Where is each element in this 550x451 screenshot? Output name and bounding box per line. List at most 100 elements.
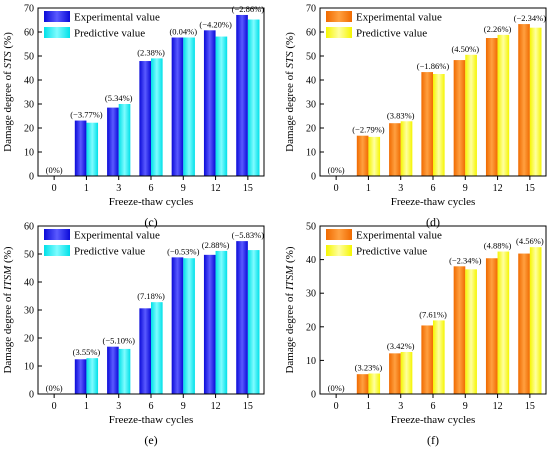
data-label: (−2.86%) xyxy=(232,4,265,14)
bar-experimental-1 xyxy=(356,135,369,176)
bar-experimental-12 xyxy=(203,30,216,176)
legend: Experimental value Predictive value xyxy=(44,11,160,40)
x-tick-label: 1 xyxy=(84,401,89,412)
bar-predictive-6 xyxy=(433,320,445,394)
legend: Experimental value Predictive value xyxy=(44,229,160,258)
x-tick-label: 12 xyxy=(493,183,503,194)
y-tick-label: 10 xyxy=(306,356,316,367)
x-tick-label: 1 xyxy=(366,183,371,194)
y-tick-label: 40 xyxy=(24,76,34,87)
x-axis-label: Freeze-thaw cycles xyxy=(391,414,476,426)
y-tick-label: 10 xyxy=(24,362,34,373)
chart-panel-4: (0%) (3.23%) (3.42%) (7.61%) (−2.34%)(4.88%)… xyxy=(284,222,547,447)
bar-experimental-6 xyxy=(421,325,433,394)
bar-experimental-3 xyxy=(107,107,119,176)
x-tick-label: 9 xyxy=(463,401,468,412)
bar-experimental-12 xyxy=(203,254,216,394)
data-label: (0%) xyxy=(328,165,345,175)
legend-swatch xyxy=(44,245,70,256)
data-label: (3.23%) xyxy=(355,363,383,373)
x-tick-label: 6 xyxy=(149,401,154,412)
x-tick-label: 3 xyxy=(116,183,121,194)
bar-predictive-15 xyxy=(247,19,260,176)
x-tick-label: 6 xyxy=(149,183,154,194)
panel-label: (d) xyxy=(426,215,440,229)
data-label: (2.38%) xyxy=(137,47,165,57)
y-tick-label: 70 xyxy=(306,4,316,15)
x-axis-label: Freeze-thaw cycles xyxy=(109,196,194,208)
bar-experimental-3 xyxy=(107,346,119,394)
x-tick-label: 0 xyxy=(334,183,339,194)
x-tick-label: 3 xyxy=(398,401,403,412)
bar-predictive-12 xyxy=(497,251,510,394)
x-tick-label: 6 xyxy=(431,401,436,412)
chart-panel-1: (0%) (−3.77%)(5.34%) (2.38%) (0.04%)(−4.20%… xyxy=(2,4,265,229)
bar-experimental-9 xyxy=(453,60,466,176)
bar-predictive-1 xyxy=(368,373,381,394)
bar-predictive-3 xyxy=(400,352,413,394)
data-label: (4.50%) xyxy=(451,44,479,54)
legend-swatch xyxy=(326,245,352,256)
x-tick-label: 6 xyxy=(431,183,436,194)
x-tick-label: 12 xyxy=(493,401,503,412)
data-label: (7.61%) xyxy=(419,309,447,319)
bar-predictive-9 xyxy=(465,54,477,176)
x-tick-label: 15 xyxy=(243,183,253,194)
bar-predictive-6 xyxy=(433,74,445,176)
y-tick-label: 30 xyxy=(24,100,34,111)
legend-label: Experimental value xyxy=(356,230,442,242)
x-tick-label: 12 xyxy=(211,183,221,194)
bar-experimental-15 xyxy=(518,24,530,176)
y-tick-label: 0 xyxy=(29,390,34,401)
bar-predictive-3 xyxy=(118,104,131,176)
y-axis-label-prefix: Damage degree of xyxy=(284,290,296,373)
bar-experimental-9 xyxy=(171,37,184,176)
legend-label: Experimental value xyxy=(356,12,442,24)
bar-experimental-9 xyxy=(171,257,184,394)
y-tick-label: 0 xyxy=(29,172,34,183)
data-label: (−5.10%) xyxy=(103,336,136,346)
legend: Experimental value Predictive value xyxy=(326,229,442,258)
y-tick-label: 0 xyxy=(311,390,316,401)
y-tick-label: 20 xyxy=(306,124,316,135)
panel-label: (c) xyxy=(144,215,157,229)
bar-experimental-6 xyxy=(139,308,151,394)
legend-label: Predictive value xyxy=(356,246,427,258)
y-tick-label: 60 xyxy=(24,28,34,39)
legend-swatch xyxy=(326,229,352,240)
data-label: (−4.20%) xyxy=(199,19,232,29)
legend-swatch xyxy=(326,27,352,38)
y-tick-label: 50 xyxy=(306,222,316,233)
y-tick-label: 40 xyxy=(306,255,316,266)
data-label: (4.56%) xyxy=(516,236,544,246)
y-tick-label: 50 xyxy=(24,52,34,63)
data-label: (0.04%) xyxy=(169,27,197,37)
bar-predictive-9 xyxy=(183,258,195,394)
bar-predictive-6 xyxy=(151,58,163,176)
legend-swatch xyxy=(44,11,70,22)
data-label: (−2.34%) xyxy=(449,255,482,265)
x-tick-label: 0 xyxy=(52,401,57,412)
y-axis-label-suffix: (%) xyxy=(284,32,296,52)
bar-predictive-1 xyxy=(86,122,99,176)
data-label: (3.55%) xyxy=(73,347,101,357)
y-axis-label-var: ITSM xyxy=(2,265,14,291)
bar-predictive-1 xyxy=(86,358,99,394)
bar-experimental-12 xyxy=(485,38,498,176)
legend-label: Predictive value xyxy=(74,246,145,258)
y-axis-label-prefix: Damage degree of xyxy=(2,290,14,373)
y-tick-label: 20 xyxy=(306,322,316,333)
bar-predictive-6 xyxy=(151,302,163,394)
data-label: (−5.83%) xyxy=(232,230,265,240)
data-label: (0%) xyxy=(46,383,63,393)
bar-predictive-12 xyxy=(497,34,510,176)
y-axis-label: Damage degree of STS (%) xyxy=(2,32,14,152)
y-tick-label: 40 xyxy=(24,278,34,289)
bar-predictive-3 xyxy=(118,348,131,394)
x-tick-label: 15 xyxy=(525,401,535,412)
bar-predictive-15 xyxy=(529,27,542,177)
x-tick-label: 9 xyxy=(181,183,186,194)
legend-label: Predictive value xyxy=(356,28,427,40)
data-label: (4.88%) xyxy=(484,241,512,251)
